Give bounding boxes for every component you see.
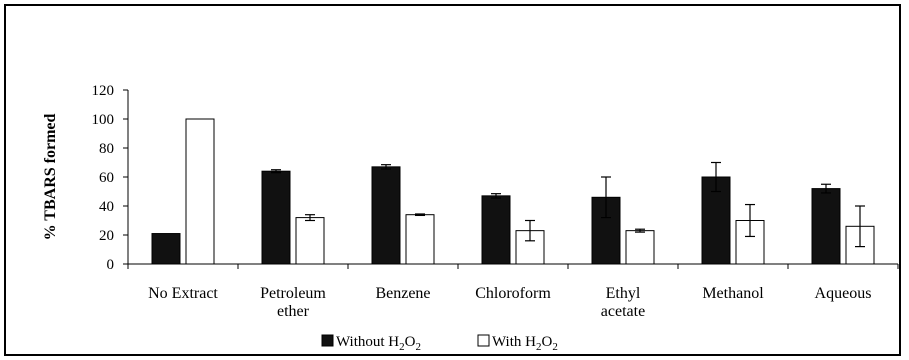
legend-label-part: 2 bbox=[536, 341, 542, 353]
x-category-label-line: Chloroform bbox=[475, 285, 551, 302]
y-tick-label: 20 bbox=[99, 228, 114, 244]
x-category-label-line: Methanol bbox=[702, 285, 764, 302]
legend-label-part: O bbox=[541, 334, 552, 350]
legend-label: Without H2O2 bbox=[336, 334, 421, 353]
legend-label-part: With H bbox=[492, 334, 536, 350]
x-category-label-line: Aqueous bbox=[815, 285, 872, 302]
legend-label-part: 2 bbox=[416, 341, 422, 353]
x-category-label: Chloroform bbox=[475, 285, 551, 302]
chart-legend: Without H2O2 With H2O2 bbox=[321, 334, 558, 353]
chart-axes bbox=[123, 89, 899, 269]
y-tick-label: 100 bbox=[92, 112, 115, 128]
chart-frame bbox=[4, 4, 901, 356]
x-category-label-line: Petroleum bbox=[260, 285, 326, 302]
legend-label-part: O bbox=[405, 334, 416, 350]
chart-labels: 0 20 40 60 80 100 120 % TBARS formed No Extract P… bbox=[42, 83, 871, 320]
x-category-label-line: acetate bbox=[601, 303, 645, 320]
x-category-label-line: No Extract bbox=[148, 285, 218, 302]
x-category-label: Aqueous bbox=[815, 285, 872, 302]
bar-without-h2o2 bbox=[261, 170, 291, 265]
bar-with-h2o2 bbox=[625, 230, 655, 265]
legend-label: With H2O2 bbox=[492, 334, 558, 353]
y-tick-label: 60 bbox=[99, 170, 114, 186]
x-category-label-line: ether bbox=[277, 303, 310, 320]
y-tick-label: 120 bbox=[92, 83, 115, 99]
legend-label-part: 2 bbox=[399, 341, 405, 353]
y-tick-label: 40 bbox=[99, 199, 114, 215]
bar-without-h2o2 bbox=[701, 176, 731, 265]
x-category-label-line: Ethyl bbox=[606, 285, 641, 302]
x-category-label: Methanol bbox=[702, 285, 764, 302]
x-category-label: Ethyl acetate bbox=[601, 285, 645, 320]
legend-swatch bbox=[321, 334, 334, 347]
bar-with-h2o2 bbox=[185, 118, 215, 265]
chart-bars bbox=[151, 118, 875, 265]
bar-with-h2o2 bbox=[295, 217, 325, 265]
y-tick-label: 0 bbox=[107, 257, 115, 273]
legend-swatch bbox=[477, 334, 490, 347]
bar-without-h2o2 bbox=[151, 233, 181, 265]
bar-with-h2o2 bbox=[405, 214, 435, 265]
x-category-label: No Extract bbox=[148, 285, 218, 302]
legend-label-part: 2 bbox=[552, 341, 558, 353]
bar-without-h2o2 bbox=[371, 166, 401, 265]
y-tick-label: 80 bbox=[99, 141, 114, 157]
x-category-label: Benzene bbox=[375, 285, 430, 302]
legend-label-part: Without H bbox=[336, 334, 399, 350]
x-category-label-line: Benzene bbox=[375, 285, 430, 302]
bar-without-h2o2 bbox=[811, 188, 841, 265]
bar-without-h2o2 bbox=[481, 195, 511, 265]
y-axis-label: % TBARS formed bbox=[42, 113, 59, 240]
x-category-label: Petroleum ether bbox=[260, 285, 326, 320]
